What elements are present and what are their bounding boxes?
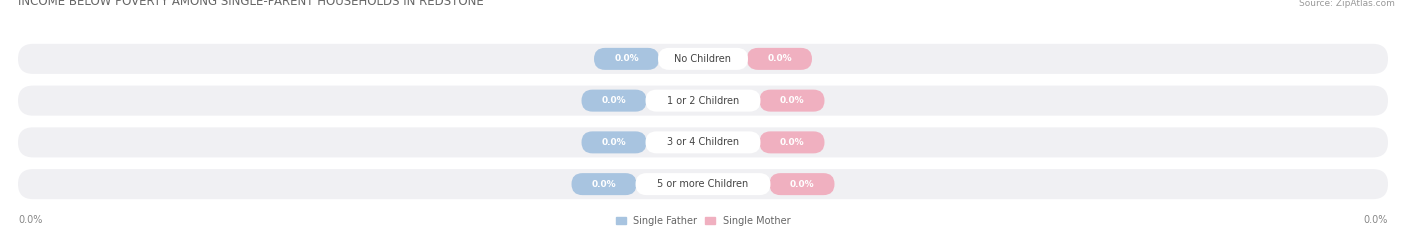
Text: 0.0%: 0.0% [768,54,792,63]
FancyBboxPatch shape [593,48,659,70]
Legend: Single Father, Single Mother: Single Father, Single Mother [616,216,790,226]
FancyBboxPatch shape [769,173,835,195]
FancyBboxPatch shape [582,131,647,153]
Text: 0.0%: 0.0% [1364,215,1388,225]
FancyBboxPatch shape [18,86,1388,116]
FancyBboxPatch shape [571,173,637,195]
FancyBboxPatch shape [18,169,1388,199]
FancyBboxPatch shape [759,131,824,153]
Text: INCOME BELOW POVERTY AMONG SINGLE-PARENT HOUSEHOLDS IN REDSTONE: INCOME BELOW POVERTY AMONG SINGLE-PARENT… [18,0,484,8]
Text: 0.0%: 0.0% [614,54,638,63]
Text: 0.0%: 0.0% [780,96,804,105]
Text: 0.0%: 0.0% [592,180,616,189]
FancyBboxPatch shape [645,90,761,112]
Text: 0.0%: 0.0% [602,96,626,105]
Text: 5 or more Children: 5 or more Children [658,179,748,189]
FancyBboxPatch shape [658,48,748,70]
FancyBboxPatch shape [747,48,813,70]
Text: 0.0%: 0.0% [790,180,814,189]
FancyBboxPatch shape [759,90,824,112]
Text: 1 or 2 Children: 1 or 2 Children [666,96,740,106]
Text: 0.0%: 0.0% [18,215,42,225]
FancyBboxPatch shape [636,173,770,195]
FancyBboxPatch shape [582,90,647,112]
Text: No Children: No Children [675,54,731,64]
Text: Source: ZipAtlas.com: Source: ZipAtlas.com [1299,0,1395,8]
Text: 0.0%: 0.0% [780,138,804,147]
FancyBboxPatch shape [645,131,761,153]
Text: 0.0%: 0.0% [602,138,626,147]
FancyBboxPatch shape [18,44,1388,74]
FancyBboxPatch shape [18,127,1388,158]
Text: 3 or 4 Children: 3 or 4 Children [666,137,740,147]
